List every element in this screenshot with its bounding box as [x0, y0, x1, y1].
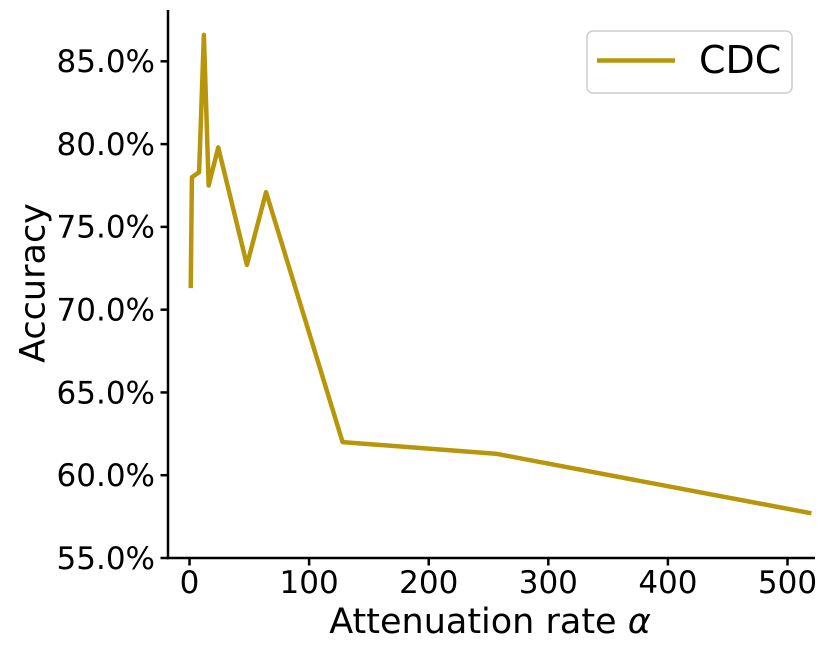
x-tick-label: 400 — [638, 565, 697, 601]
legend: CDC — [586, 30, 793, 94]
x-tick-label: 500 — [758, 565, 817, 601]
x-axis-label: Attenuation rate α — [329, 602, 651, 642]
y-tick-label: 55.0% — [57, 541, 155, 577]
y-tick-label: 60.0% — [57, 458, 155, 494]
cdc-series-line — [188, 32, 812, 516]
alpha-symbol: α — [628, 602, 651, 642]
legend-box — [586, 30, 793, 94]
x-tick-label: 100 — [280, 565, 339, 601]
y-tick-label: 65.0% — [57, 375, 155, 411]
y-axis-ticks: 55.0% 60.0% 65.0% 70.0% 75.0% 80.0% 85.0% — [57, 44, 168, 577]
x-axis-label-text: Attenuation rate — [329, 602, 628, 642]
legend-label: CDC — [699, 38, 781, 82]
y-tick-label: 75.0% — [57, 210, 155, 246]
y-tick-label: 80.0% — [57, 127, 155, 163]
x-tick-label: 200 — [399, 565, 458, 601]
x-tick-label: 300 — [519, 565, 578, 601]
y-tick-label: 70.0% — [57, 293, 155, 329]
x-axis-ticks: 0 100 200 300 400 500 — [180, 558, 817, 601]
y-axis-label: Accuracy — [13, 203, 53, 363]
x-tick-label: 0 — [180, 565, 200, 601]
y-tick-label: 85.0% — [57, 44, 155, 80]
